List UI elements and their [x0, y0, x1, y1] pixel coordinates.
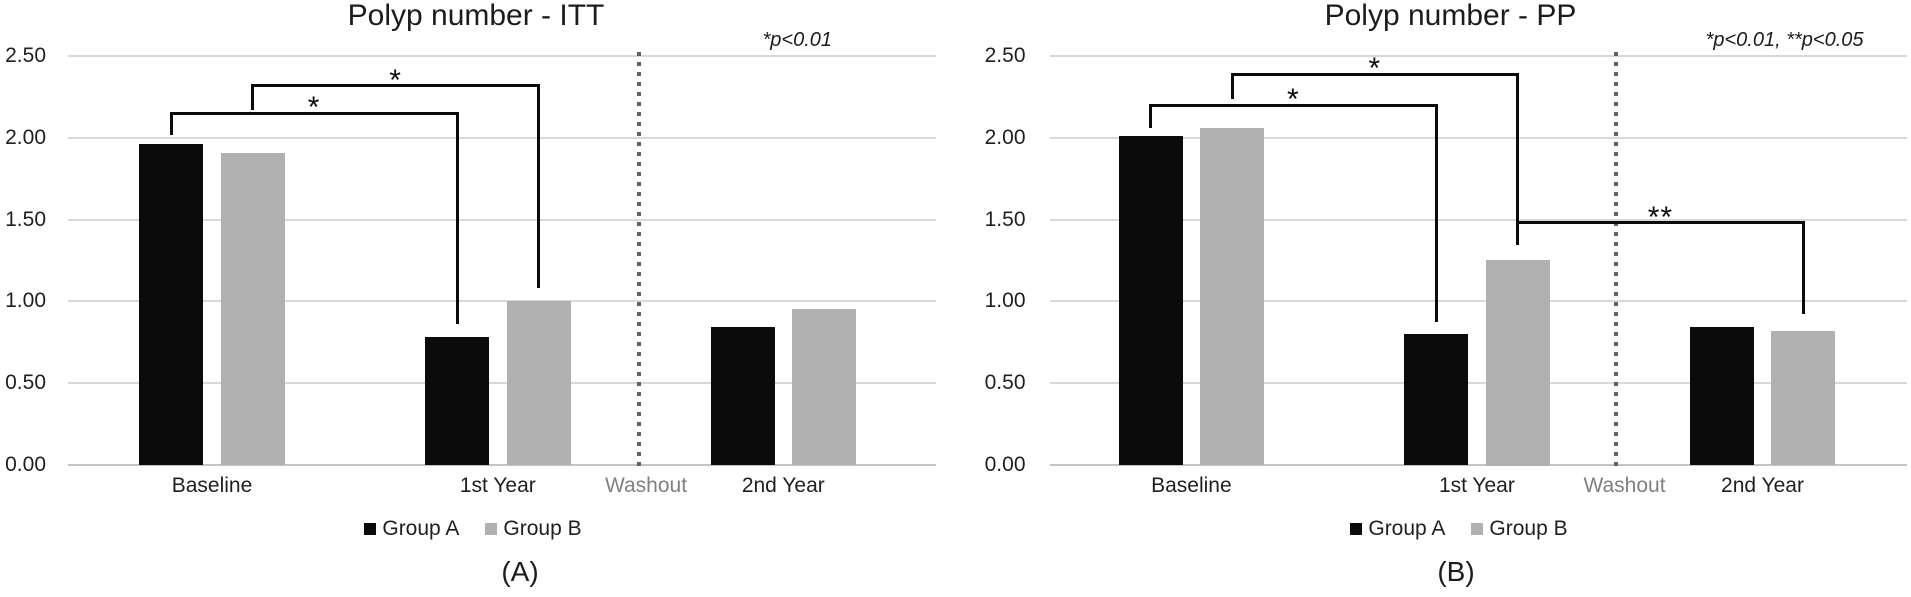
- bar-group-a-1st-year: [425, 337, 490, 466]
- significance-label: *: [1287, 83, 1300, 117]
- x-axis-label-1st-year: 1st Year: [1438, 474, 1515, 497]
- legend-label: Group A: [382, 517, 460, 540]
- significance-bracket-left-stub: [169, 113, 173, 135]
- chart-title: Polyp number - ITT: [347, 0, 605, 32]
- legend-label: Group B: [1489, 517, 1568, 540]
- significance-bracket-left-stub: [1230, 74, 1234, 99]
- bar-group-a-2nd-year: [710, 327, 775, 466]
- y-gridline: [68, 55, 936, 58]
- significance-bracket-left-stub: [251, 85, 255, 111]
- y-tick-label: 2.50: [5, 44, 46, 68]
- significance-bracket-bar: [1230, 72, 1520, 76]
- bar-group-b-1st-year: [1485, 260, 1550, 466]
- y-tick-label: 1.50: [5, 207, 46, 231]
- significance-bracket-left-stub: [1516, 222, 1520, 245]
- y-gridline: [1049, 55, 1907, 58]
- y-gridline: [68, 381, 936, 384]
- significance-bracket-right-stub: [1801, 222, 1805, 315]
- x-axis-label-2nd-year: 2nd Year: [741, 474, 825, 497]
- significance-bracket-right-stub: [537, 85, 541, 289]
- chart-title: Polyp number - PP: [1324, 0, 1577, 32]
- legend-item-group-a: Group A: [364, 517, 459, 541]
- panel-pp: Polyp number - PP *p<0.01, **p<0.05 0.00 0.…: [956, 0, 1911, 597]
- legend: Group A Group B: [253, 516, 693, 542]
- significance-note: *p<0.01: [762, 29, 832, 51]
- x-axis-label-1st-year: 1st Year: [459, 474, 536, 497]
- washout-divider-line: [637, 52, 641, 466]
- significance-label: *: [389, 63, 402, 97]
- y-gridline: [1049, 218, 1907, 221]
- bar-group-b-baseline: [1200, 128, 1265, 466]
- legend-label: Group B: [503, 517, 582, 540]
- panel-caption: (A): [501, 556, 539, 587]
- washout-label: Washout: [1583, 474, 1666, 497]
- y-tick-label: 2.00: [5, 125, 46, 149]
- legend-label: Group A: [1368, 517, 1446, 540]
- significance-bracket-bar: [251, 84, 541, 88]
- bar-group-a-baseline: [1118, 136, 1183, 466]
- legend-item-group-b: Group B: [1471, 517, 1568, 541]
- y-tick-label: 0.50: [984, 370, 1026, 394]
- legend-swatch-group-a: [1350, 523, 1363, 535]
- y-tick-label: 1.50: [984, 207, 1026, 231]
- x-axis-label-baseline: Baseline: [171, 474, 253, 497]
- significance-label: **: [1647, 200, 1674, 234]
- legend-item-group-a: Group A: [1350, 517, 1445, 541]
- legend-swatch-group-a: [364, 523, 377, 535]
- legend: Group A Group B: [1239, 516, 1679, 542]
- significance-bracket-bar: [1149, 103, 1438, 107]
- significance-note: *p<0.01, **p<0.05: [1705, 29, 1864, 51]
- y-tick-label: 0.00: [984, 452, 1026, 476]
- washout-divider-line: [1614, 52, 1618, 466]
- y-tick-label: 0.00: [5, 452, 46, 476]
- y-tick-label: 2.50: [984, 44, 1026, 68]
- bar-group-a-1st-year: [1404, 333, 1469, 466]
- significance-bracket-right-stub: [455, 113, 459, 325]
- panel-itt: Polyp number - ITT *p<0.01 0.00 0.50 1.00 1.5…: [0, 0, 955, 597]
- y-tick-label: 0.50: [5, 370, 46, 394]
- x-axis-label-2nd-year: 2nd Year: [1721, 474, 1804, 497]
- bar-group-b-1st-year: [506, 301, 571, 466]
- y-gridline: [1049, 381, 1907, 384]
- bar-group-b-2nd-year: [1771, 330, 1836, 466]
- bar-group-b-baseline: [220, 152, 285, 466]
- y-tick-label: 1.00: [5, 289, 46, 313]
- y-tick-label: 1.00: [984, 289, 1026, 313]
- y-tick-label: 2.00: [984, 125, 1026, 149]
- bar-group-a-baseline: [139, 144, 204, 466]
- y-gridline: [68, 463, 936, 466]
- y-gridline: [1049, 136, 1907, 139]
- panel-caption: (B): [1437, 556, 1475, 587]
- y-gridline: [1049, 300, 1907, 303]
- y-gridline: [68, 300, 936, 303]
- bar-group-b-2nd-year: [792, 309, 857, 466]
- significance-bracket-bar: [169, 111, 459, 115]
- significance-bracket-bar: [1516, 221, 1805, 225]
- significance-bracket-right-stub: [1516, 74, 1520, 245]
- y-gridline: [68, 218, 936, 221]
- y-gridline: [1049, 463, 1907, 466]
- significance-bracket-right-stub: [1434, 105, 1438, 322]
- significance-bracket-left-stub: [1149, 105, 1153, 129]
- washout-label: Washout: [604, 474, 688, 497]
- significance-label: *: [1368, 52, 1382, 86]
- significance-label: *: [307, 91, 321, 125]
- legend-swatch-group-b: [485, 523, 498, 535]
- legend-swatch-group-b: [1471, 523, 1484, 535]
- legend-item-group-b: Group B: [485, 517, 582, 541]
- y-gridline: [68, 136, 936, 139]
- bar-group-a-2nd-year: [1689, 327, 1754, 466]
- x-axis-label-baseline: Baseline: [1151, 474, 1232, 497]
